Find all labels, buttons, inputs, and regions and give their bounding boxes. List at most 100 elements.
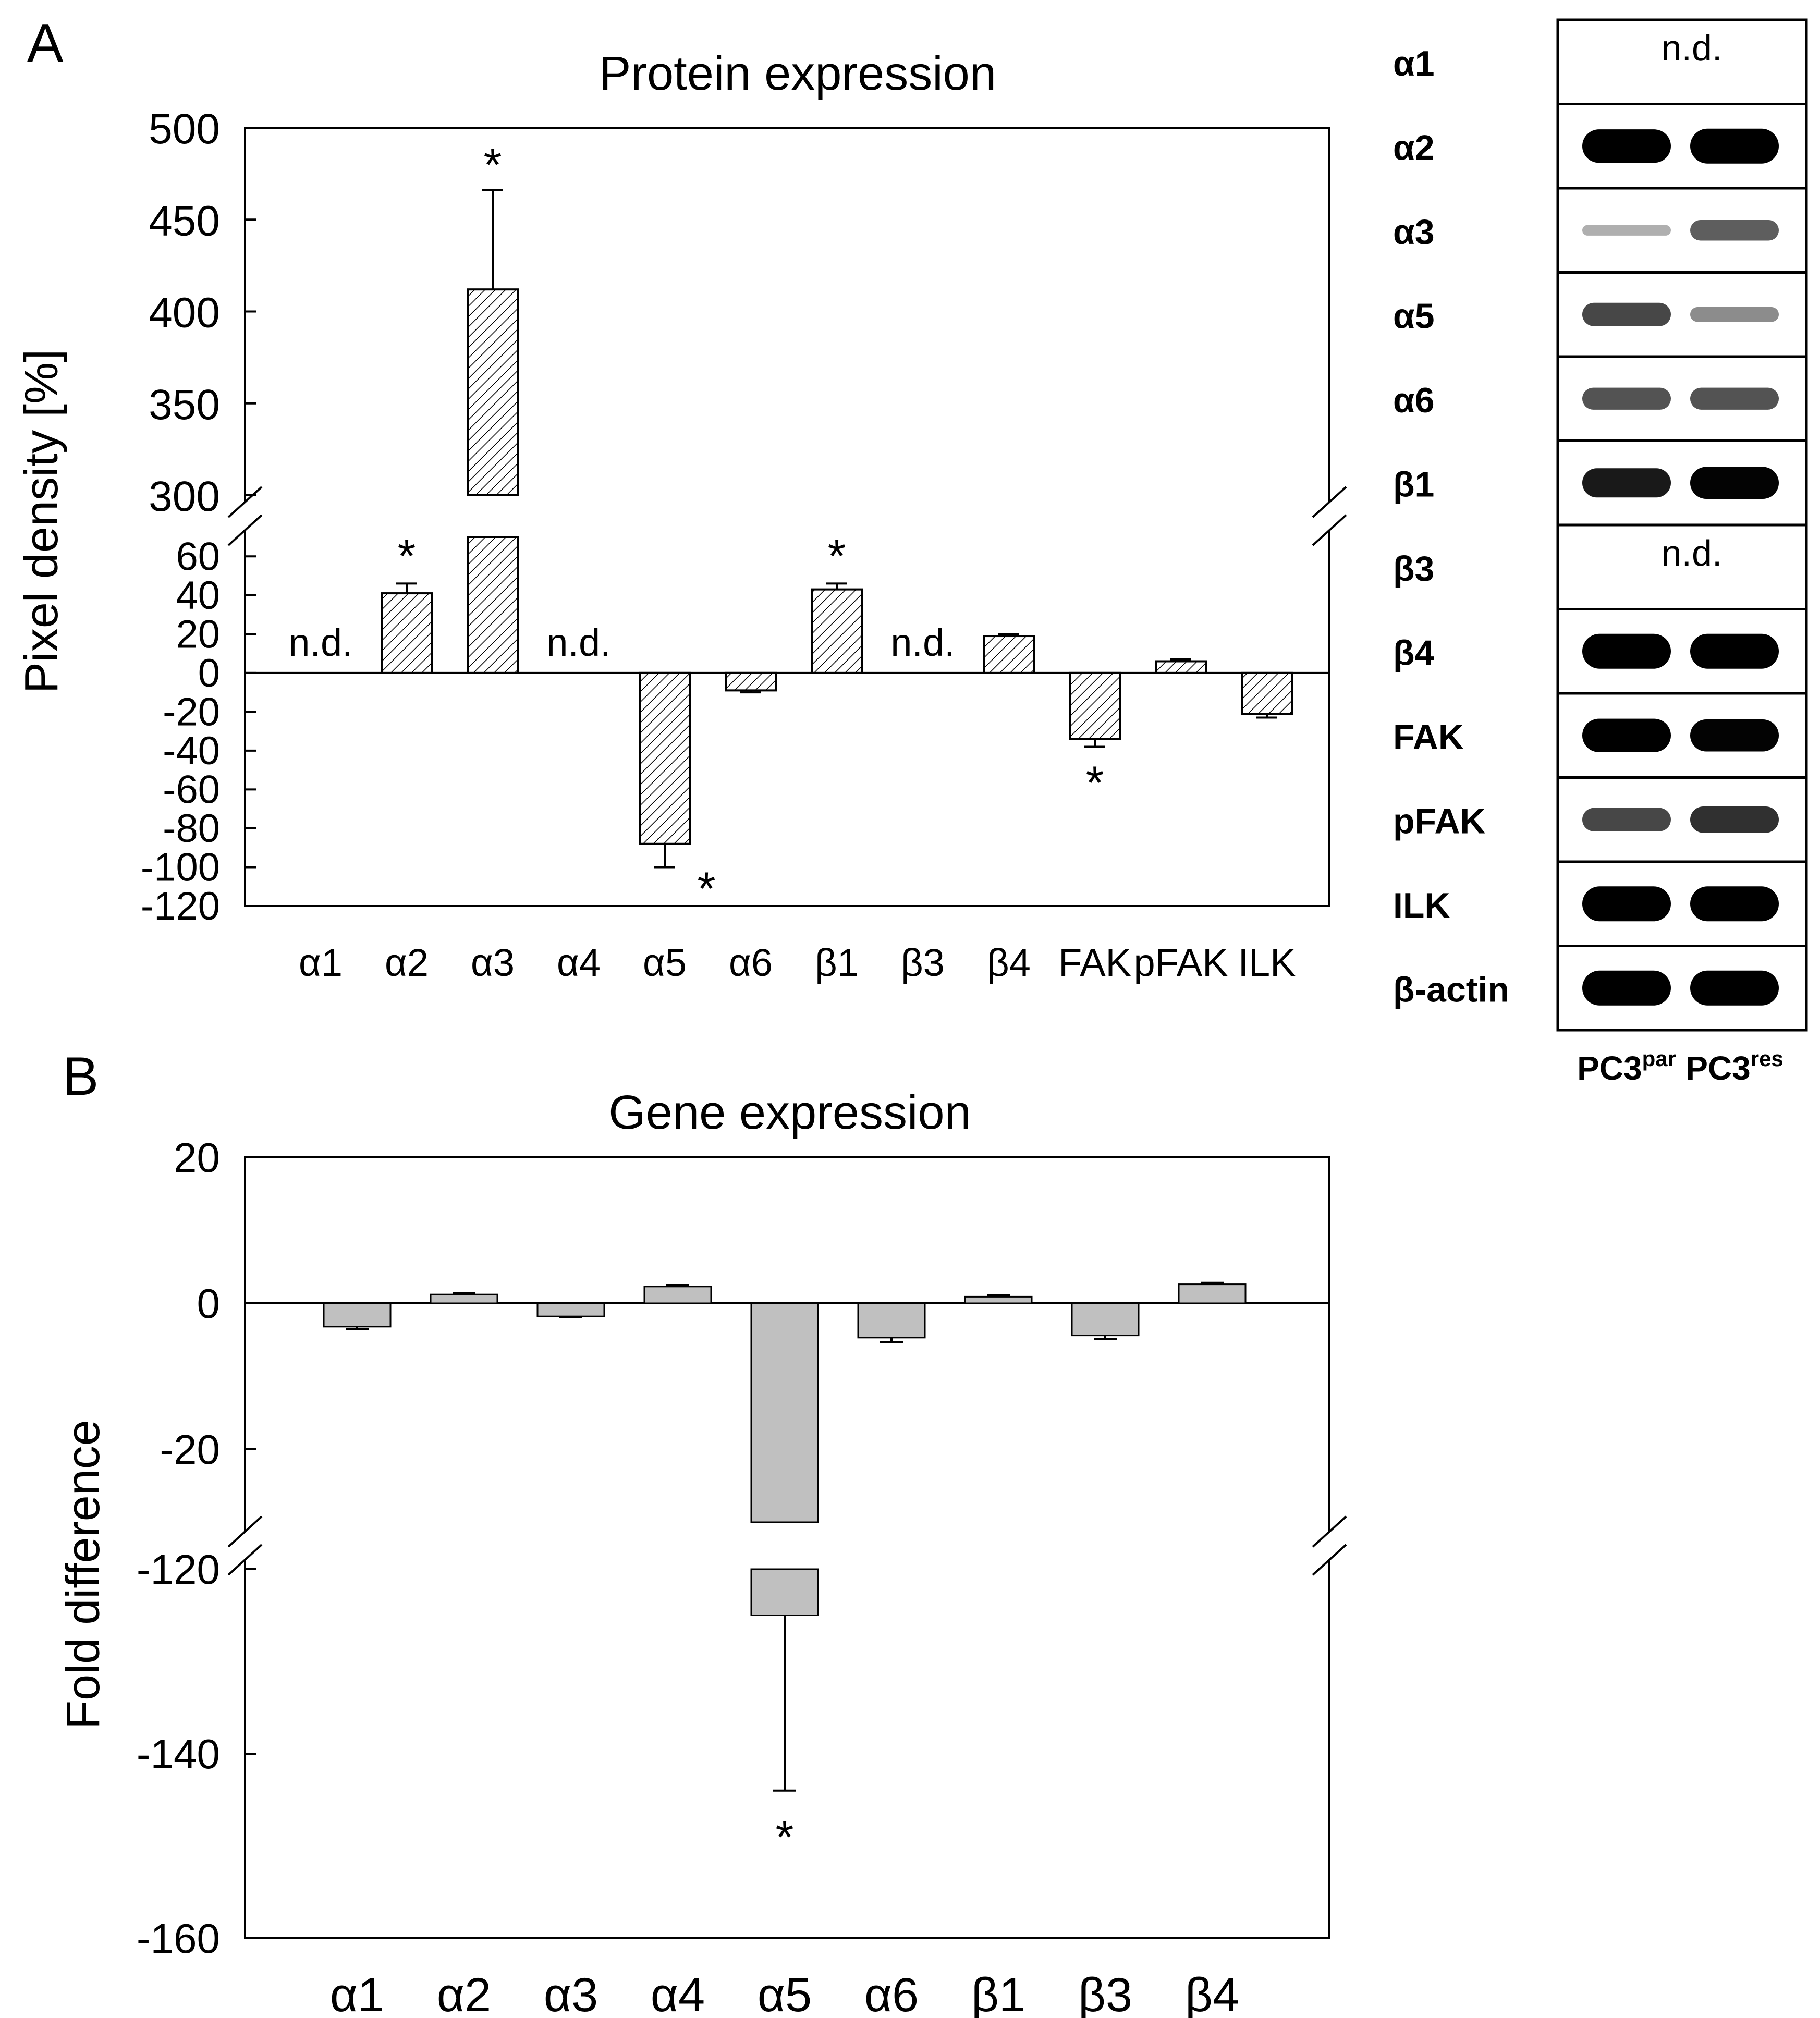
bar — [750, 1302, 819, 1523]
y-tick-label: 400 — [149, 289, 220, 337]
panel-b-axis-break-right-gap — [1317, 1532, 1342, 1559]
panel-b-bars — [323, 1281, 1247, 1792]
western-blot: α1 n.d. α2 α3 α5 α6 β1 β3 n.d. β4 FAK pFAK ILK β-acti… — [1393, 18, 1808, 1087]
y-tick-label: 0 — [198, 651, 220, 695]
panel-b-axis-break-right-slash — [1312, 1515, 1347, 1548]
panel-a-axis-break-left-slash — [227, 514, 263, 546]
panel-a-plot-frame — [227, 127, 1347, 907]
blot-band — [1690, 806, 1779, 833]
bar-break-gap — [748, 1524, 821, 1567]
y-tick-label: -140 — [137, 1731, 220, 1777]
x-tick-label: β1 — [971, 1968, 1025, 2018]
blot-band — [1582, 808, 1671, 831]
blot-row-label: α1 — [1393, 44, 1435, 83]
y-tick-label: -60 — [163, 767, 220, 812]
blot-row-label: α3 — [1393, 212, 1435, 252]
x-tick-label: α3 — [544, 1968, 598, 2018]
panel-a-axis-break-left-slash — [227, 486, 263, 518]
bar — [964, 1295, 1033, 1304]
blot-band — [1582, 129, 1671, 163]
significance-marker: * — [775, 1812, 793, 1864]
significance-marker: * — [1085, 757, 1104, 809]
blot-row-box — [1556, 523, 1808, 610]
panel-b-y-ticks: 20 0 -20 -120 -140 -160 — [137, 1134, 256, 1962]
panel-b: B Gene expression Fold difference 20 0 -20… — [57, 1046, 1347, 2018]
panel-b-x-tick-labels: α1 α2 α3 α4 α5 α6 β1 β3 β4 — [330, 1968, 1239, 2018]
blot-band — [1690, 307, 1779, 322]
bar — [639, 671, 691, 845]
x-tick-label: β3 — [901, 941, 945, 984]
y-tick-label: 20 — [176, 612, 220, 656]
blot-band — [1690, 220, 1779, 241]
blot-band — [1582, 225, 1671, 236]
blot-row-label: FAK — [1393, 717, 1464, 757]
bar — [725, 671, 777, 692]
blot-band — [1690, 886, 1779, 922]
panel-a-plot-border — [244, 127, 1330, 907]
blot-row-box — [1556, 18, 1808, 105]
bar — [750, 1568, 819, 1616]
bar — [811, 588, 863, 674]
bar — [983, 635, 1035, 674]
x-tick-label: α1 — [299, 941, 343, 984]
bar — [1155, 660, 1207, 674]
y-tick-label: -20 — [163, 690, 220, 734]
bar — [323, 1302, 392, 1328]
panel-b-axis-break-left-gap — [233, 1532, 258, 1559]
panel-b-annotations: * — [775, 1812, 793, 1864]
x-tick-label: β3 — [1078, 1968, 1132, 2018]
nd-label: n.d. — [890, 621, 955, 664]
x-tick-label: β4 — [1185, 1968, 1239, 2018]
blot-band — [1690, 387, 1779, 410]
panel-a-bars — [381, 189, 1293, 869]
panel-b-title: Gene expression — [608, 1086, 971, 1139]
blot-row-label: pFAK — [1393, 801, 1486, 841]
blot-band — [1690, 128, 1779, 164]
x-tick-label: pFAK — [1134, 941, 1228, 984]
panel-b-axis-break-left-slash — [227, 1515, 263, 1548]
panel-a-axis-break-right-slash — [1312, 514, 1347, 546]
blot-band — [1690, 633, 1779, 669]
blot-row-label: β3 — [1393, 549, 1434, 589]
blot-band — [1690, 719, 1779, 752]
nd-label: n.d. — [288, 621, 352, 664]
lane-label-base: PC3 — [1685, 1049, 1751, 1087]
x-tick-label: α6 — [729, 941, 773, 984]
bar — [643, 1286, 712, 1304]
x-tick-label: β4 — [987, 941, 1031, 984]
panel-a-x-tick-labels: α1 α2 α3 α4 α5 α6 β1 β3 β4 FAK pFAK ILK — [299, 941, 1296, 984]
x-tick-label: α4 — [557, 941, 601, 984]
nd-label: n.d. — [546, 621, 610, 664]
y-tick-label: -160 — [137, 1915, 220, 1962]
bar — [1071, 1302, 1140, 1337]
y-tick-label: 0 — [197, 1280, 221, 1327]
x-tick-label: β1 — [815, 941, 859, 984]
bar — [381, 592, 433, 674]
x-tick-label: α1 — [330, 1968, 384, 2018]
blot-row-label: α6 — [1393, 381, 1435, 420]
panel-a-label: A — [27, 13, 64, 74]
y-tick-label: -120 — [137, 1546, 220, 1593]
y-tick-label: 20 — [174, 1134, 220, 1181]
blot-band — [1582, 633, 1671, 669]
panel-b-axis-break-left-slash — [227, 1544, 263, 1576]
blot-band — [1690, 467, 1779, 499]
y-tick-label: -20 — [160, 1426, 220, 1473]
blot-band — [1582, 387, 1671, 410]
blot-band — [1582, 468, 1671, 498]
x-tick-label: α3 — [471, 941, 515, 984]
x-tick-label: α6 — [864, 1968, 919, 2018]
blot-row-label: α2 — [1393, 128, 1435, 167]
bar-break-gap — [465, 497, 521, 535]
significance-marker: * — [397, 530, 416, 582]
blot-nd-label: n.d. — [1662, 28, 1723, 68]
lane-label-base: PC3 — [1577, 1049, 1642, 1087]
blot-band — [1582, 302, 1671, 326]
blot-row-label: ILK — [1393, 886, 1450, 925]
x-tick-label: α5 — [758, 1968, 812, 2018]
bar — [857, 1302, 926, 1339]
panel-a-y-ticks: 300 350 400 450 500 -120-100-80-60-40-2002040… — [141, 105, 256, 928]
panel-a-axis-break-right-slash — [1312, 486, 1347, 518]
x-tick-label: ILK — [1238, 941, 1296, 984]
lane-label-superscript: par — [1642, 1046, 1676, 1071]
